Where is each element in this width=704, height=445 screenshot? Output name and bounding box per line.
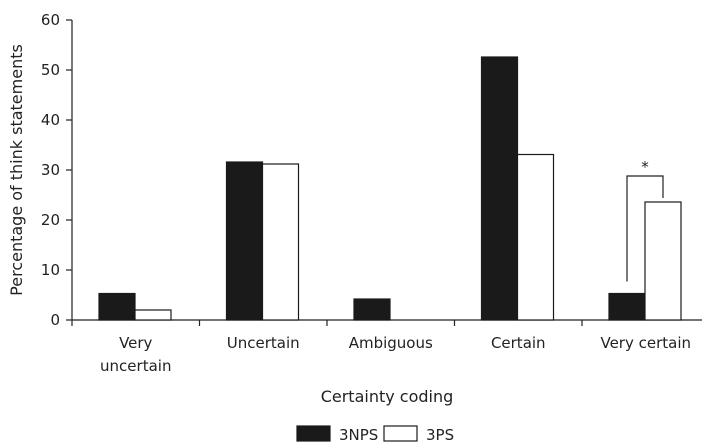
legend: 3NPS 3PS	[296, 425, 454, 444]
bar-3nps-2	[353, 298, 391, 321]
significance-star: *	[641, 158, 649, 176]
legend-swatch-3nps	[296, 425, 331, 442]
legend-label-3ps: 3PS	[426, 426, 454, 444]
y-tick-label: 10	[41, 261, 60, 279]
x-tick-label: Uncertain	[227, 334, 300, 352]
bar-3nps-1	[225, 161, 264, 321]
x-ticks: Very uncertain Uncertain Ambiguous Certain Ve…	[71, 320, 691, 375]
y-tick-label: 0	[50, 311, 60, 329]
bar-3ps-1	[261, 163, 300, 321]
bar-3nps-4	[608, 292, 646, 321]
bar-3nps-0	[98, 292, 136, 321]
annotations: *	[626, 158, 664, 282]
significance-bracket	[626, 175, 664, 282]
y-tick-label: 40	[41, 111, 60, 129]
legend-label-3nps: 3NPS	[339, 426, 378, 444]
y-tick-label: 50	[41, 61, 60, 79]
y-axis-title: Percentage of think statements	[7, 44, 26, 296]
x-tick-label: uncertain	[100, 357, 171, 375]
legend-swatch-3ps	[383, 425, 418, 442]
y-tick-label: 30	[41, 161, 60, 179]
x-tick-label: Very certain	[600, 334, 691, 352]
x-tick-label: Certain	[491, 334, 546, 352]
x-axis-title: Certainty coding	[321, 387, 454, 406]
bar-3ps-4	[644, 201, 682, 321]
bar-3nps-3	[480, 56, 519, 321]
axes	[71, 20, 702, 321]
y-tick-label: 60	[41, 11, 60, 29]
bars	[98, 56, 682, 321]
bar-3ps-3	[516, 153, 555, 321]
y-ticks: 0 10 20 30 40 50 60	[41, 11, 72, 329]
y-tick-label: 20	[41, 211, 60, 229]
x-tick-label: Very	[119, 334, 152, 352]
bar-3ps-0	[134, 309, 172, 321]
x-tick-label: Ambiguous	[349, 334, 433, 352]
